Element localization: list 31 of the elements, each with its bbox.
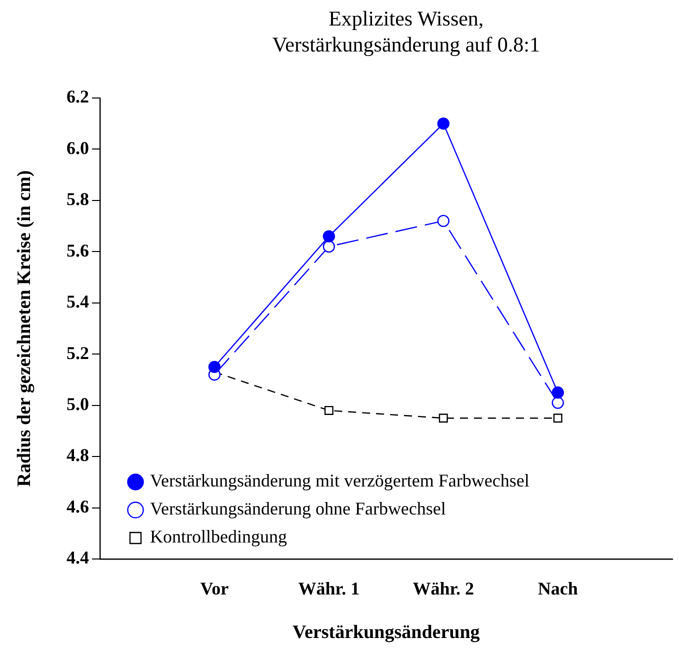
y-tick-label: 5.2 bbox=[66, 342, 89, 363]
legend-label: Verstärkungsänderung ohne Farbwechsel bbox=[150, 498, 446, 519]
y-tick-label: 5.8 bbox=[66, 189, 89, 210]
y-tick-label: 6.2 bbox=[66, 86, 89, 107]
point bbox=[438, 414, 448, 423]
y-tick-label: 5.4 bbox=[66, 292, 89, 312]
x-tick-label: Währ. 2 bbox=[412, 578, 474, 598]
text: Explizites Wissen, bbox=[328, 6, 484, 31]
x-tick-label: Nach bbox=[538, 578, 578, 598]
point bbox=[437, 118, 450, 130]
y-tick-label: 4.4 bbox=[66, 548, 89, 568]
y-tick-label: 6.0 bbox=[66, 138, 89, 158]
legend-label: Verstärkungsänderung mit verzögertem Farbwechsel bbox=[150, 470, 530, 491]
point bbox=[322, 240, 336, 253]
y-tick-label: 5.6 bbox=[66, 240, 89, 260]
y-tick-label: 5.0 bbox=[66, 394, 89, 414]
y-axis-title: Radius der gezeichneten Kreise (in cm) bbox=[14, 170, 35, 487]
x-tick-label: Währ. 1 bbox=[298, 578, 360, 598]
x-axis-title: Verstärkungsänderung bbox=[292, 622, 480, 643]
point bbox=[437, 214, 450, 228]
y-tick-label: 4.6 bbox=[66, 496, 89, 516]
point bbox=[552, 396, 564, 409]
point bbox=[322, 230, 336, 242]
point bbox=[208, 360, 221, 374]
text: Verstärkungsänderung auf 0.8:1 bbox=[272, 32, 540, 57]
point bbox=[552, 386, 564, 399]
x-tick-label: Vor bbox=[200, 578, 229, 598]
point bbox=[324, 406, 334, 415]
legend-label: Kontrollbedingung bbox=[150, 526, 287, 547]
point bbox=[553, 414, 562, 423]
y-tick-label: 4.8 bbox=[66, 445, 89, 466]
